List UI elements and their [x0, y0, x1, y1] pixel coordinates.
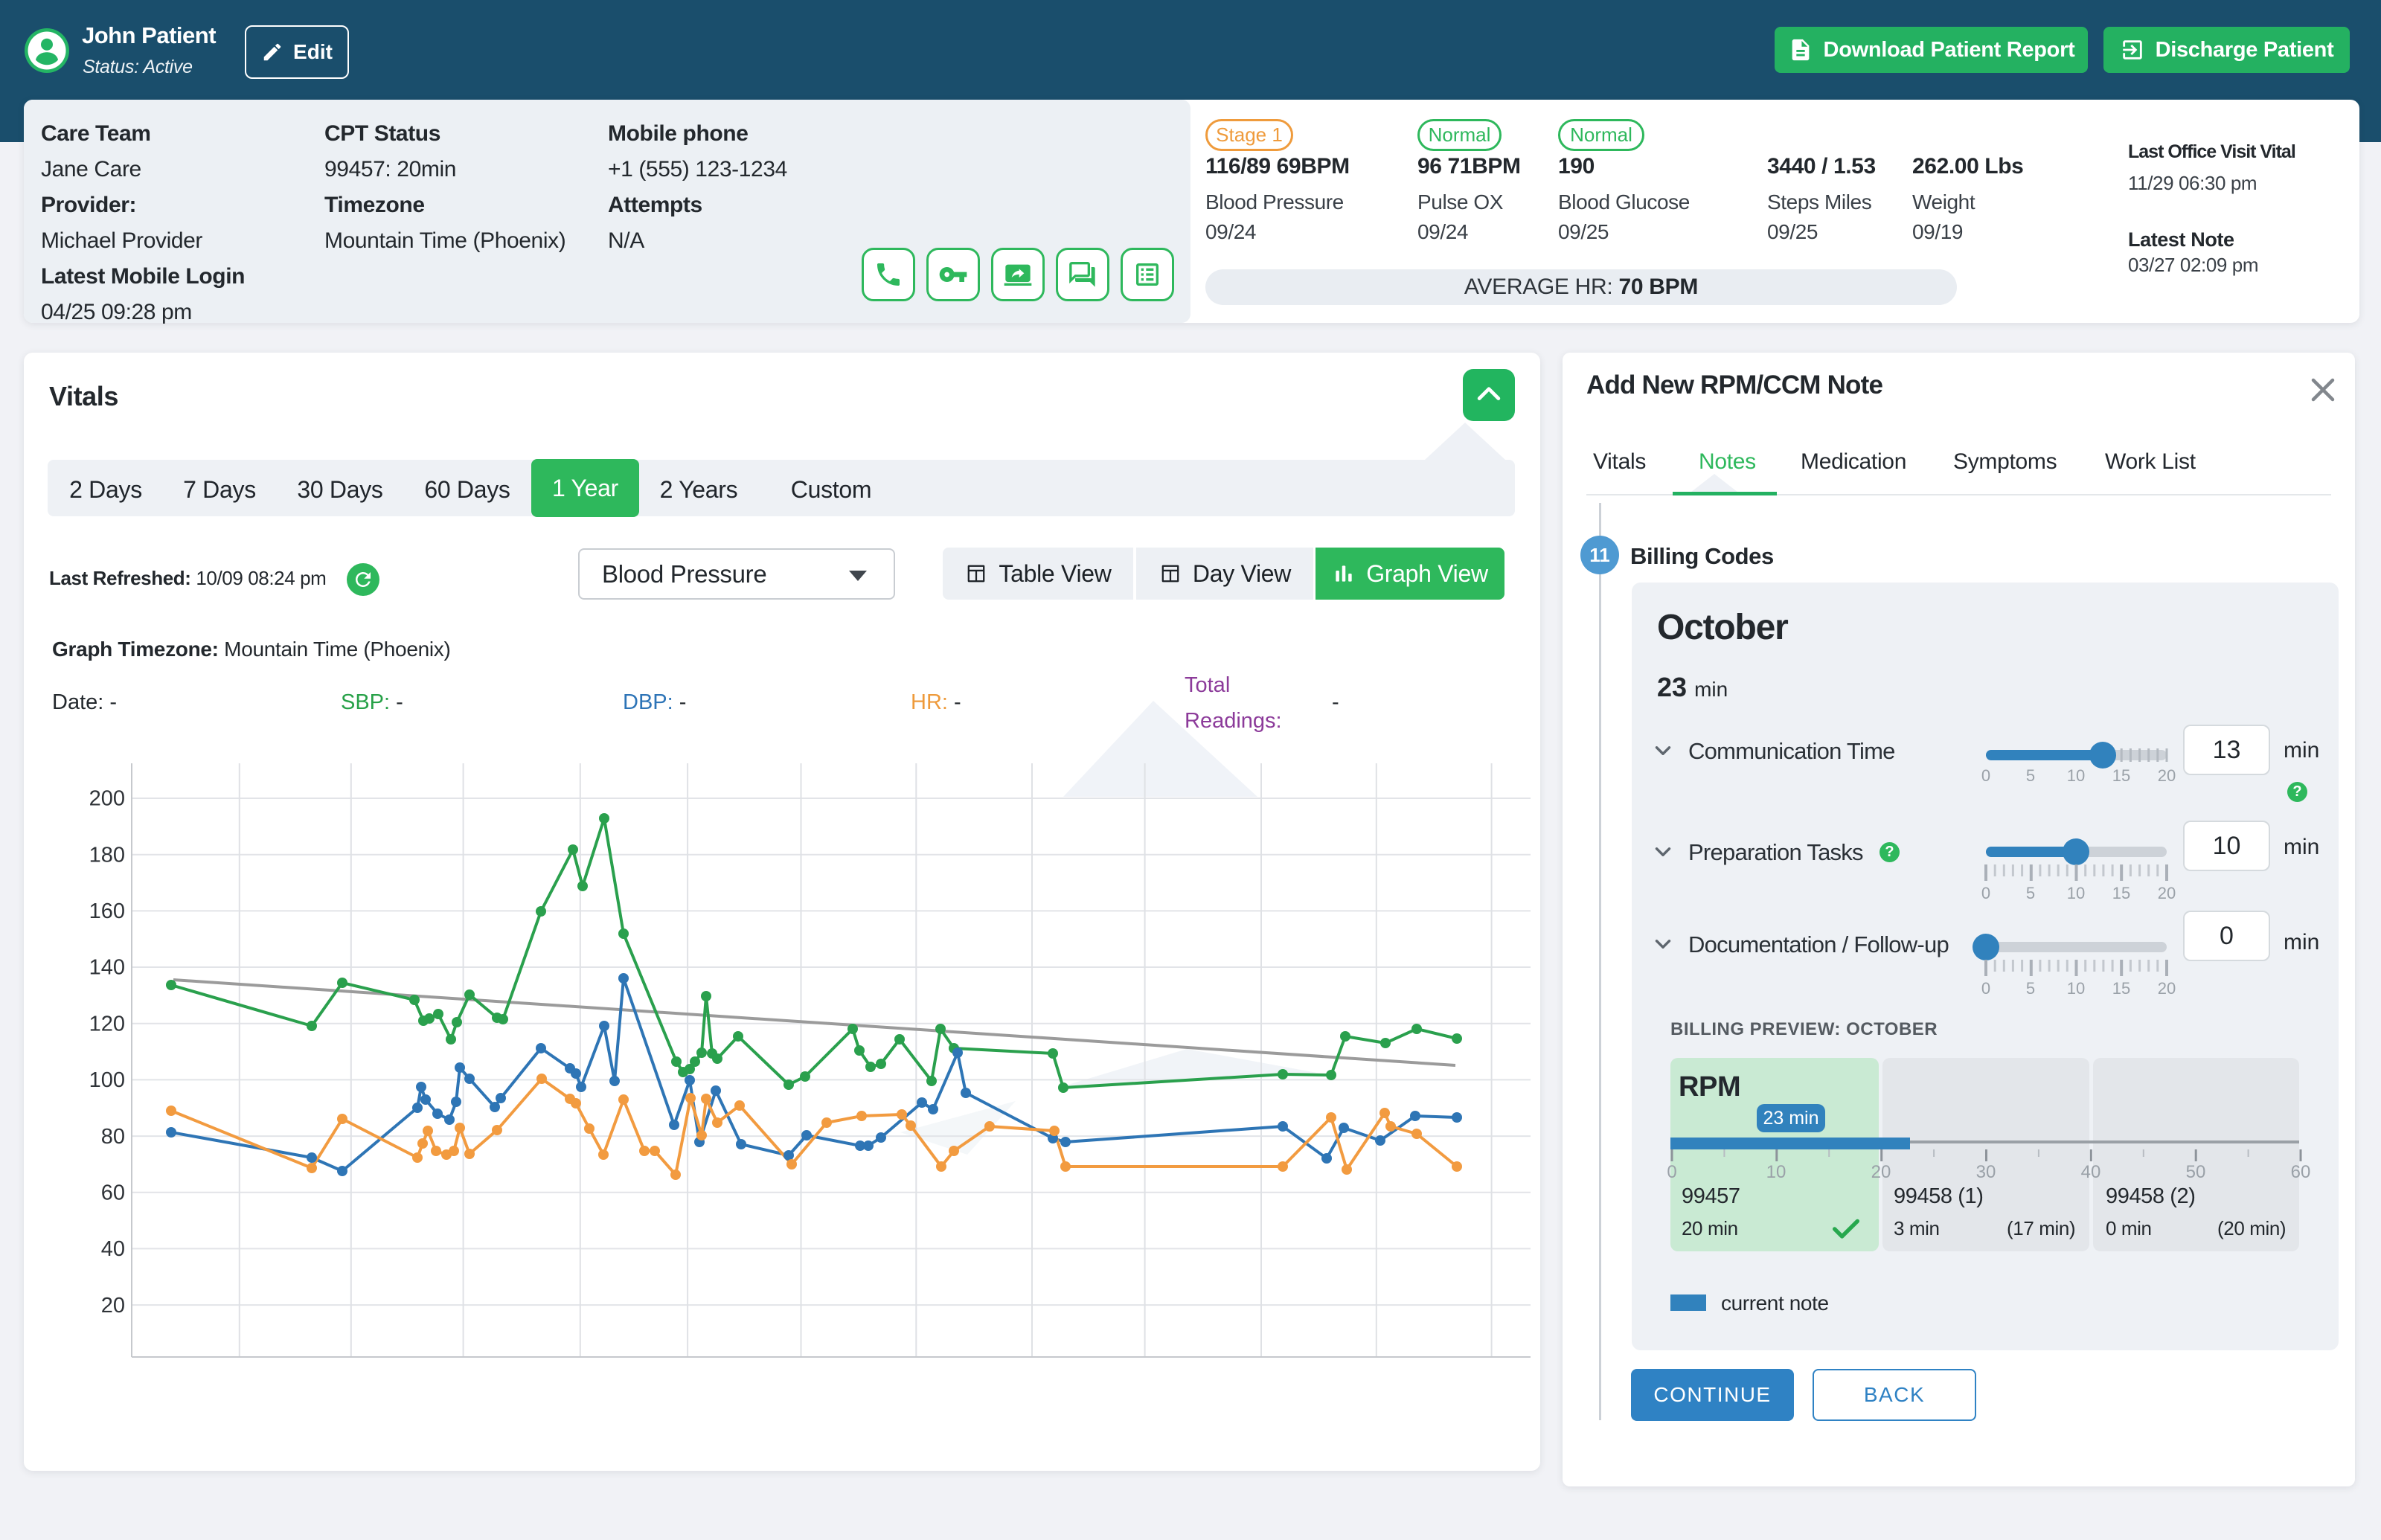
svg-text:160: 160 — [89, 899, 125, 923]
svg-text:40: 40 — [101, 1237, 125, 1261]
svg-text:120: 120 — [89, 1012, 125, 1036]
svg-text:100: 100 — [89, 1068, 125, 1092]
svg-text:140: 140 — [89, 956, 125, 980]
svg-text:60: 60 — [101, 1181, 125, 1204]
svg-text:20: 20 — [101, 1294, 125, 1318]
svg-text:180: 180 — [89, 843, 125, 867]
svg-text:200: 200 — [89, 787, 125, 811]
svg-text:80: 80 — [101, 1125, 125, 1149]
